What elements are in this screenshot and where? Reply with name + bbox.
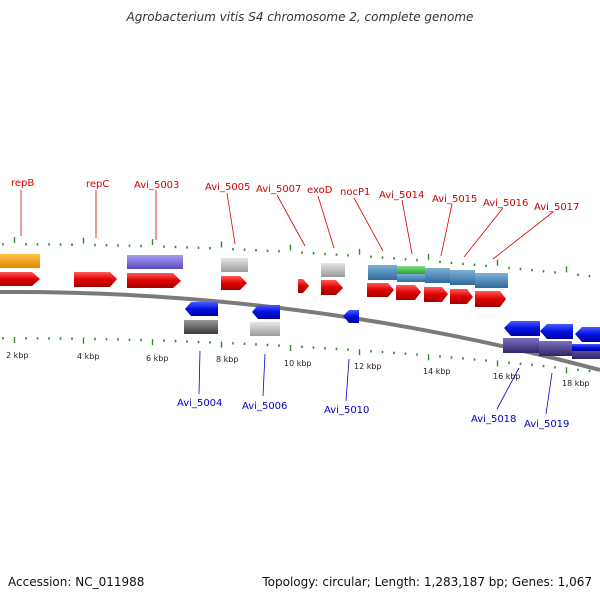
cds-arrow-repC[interactable] xyxy=(74,272,117,287)
feature-orange xyxy=(0,254,40,268)
genome-summary: Topology: circular; Length: 1,283,187 bp… xyxy=(262,575,592,589)
cds-arrow-nocP1[interactable] xyxy=(367,283,394,297)
cds-arrow-Avi_5017[interactable] xyxy=(475,291,506,307)
gene-label-Avi_5019[interactable]: Avi_5019 xyxy=(524,419,569,430)
feature-purple xyxy=(127,255,183,269)
cds-arrow-repB[interactable] xyxy=(0,272,40,286)
reverse-leader-lines xyxy=(198,350,553,415)
ruler-label: 4 kbp xyxy=(77,352,99,361)
map-title: Agrobacterium vitis S4 chromosome 2, com… xyxy=(126,10,474,24)
ruler-label: 12 kbp xyxy=(354,362,382,371)
cds-arrow-Avi_5007[interactable] xyxy=(298,279,309,293)
gene-label-Avi_5014[interactable]: Avi_5014 xyxy=(379,190,424,201)
gene-label-Avi_5015[interactable]: Avi_5015 xyxy=(432,194,477,205)
ruler-label: 10 kbp xyxy=(284,359,312,368)
forward-cds-track xyxy=(0,272,506,307)
feature-steelblue xyxy=(475,273,508,288)
cds-arrow-Avi_5006[interactable] xyxy=(252,305,280,319)
feature-blue xyxy=(572,344,600,351)
gene-label-Avi_5005[interactable]: Avi_5005 xyxy=(205,182,250,193)
gene-label-Avi_5006[interactable]: Avi_5006 xyxy=(242,401,287,412)
gene-label-repC[interactable]: repC xyxy=(86,179,109,190)
feature-steelblue xyxy=(425,268,450,283)
ruler-label: 18 kbp xyxy=(562,379,590,388)
reverse-labels: Avi_5004 Avi_5006 Avi_5010 Avi_5018 Avi_… xyxy=(177,398,569,430)
feature-darkpurple xyxy=(503,338,539,353)
gene-label-exoD[interactable]: exoD xyxy=(307,185,333,196)
feature-darkgrey xyxy=(184,320,218,334)
gene-label-Avi_5007[interactable]: Avi_5007 xyxy=(256,184,301,195)
cds-arrow-Avi_5010[interactable] xyxy=(343,310,359,323)
ruler-label: 14 kbp xyxy=(423,367,451,376)
gene-label-Avi_5004[interactable]: Avi_5004 xyxy=(177,398,222,409)
cds-arrow-exoD[interactable] xyxy=(321,280,343,295)
cds-arrow-Avi_5016[interactable] xyxy=(450,289,473,304)
gene-label-repB[interactable]: repB xyxy=(11,178,34,189)
cds-arrow-Avi_5019[interactable] xyxy=(540,324,573,339)
feature-track-lower xyxy=(184,320,600,359)
feature-grey xyxy=(250,322,280,336)
cds-arrow-Avi_5004[interactable] xyxy=(185,302,218,316)
gene-label-Avi_5003[interactable]: Avi_5003 xyxy=(134,180,179,191)
ruler-label: 16 kbp xyxy=(493,372,521,381)
forward-leader-lines xyxy=(20,190,554,260)
ruler-label: 2 kbp xyxy=(6,351,28,360)
feature-grey xyxy=(221,258,248,272)
feature-green xyxy=(397,266,425,275)
cds-arrow-Avi_5005[interactable] xyxy=(221,276,247,290)
cds-arrow[interactable] xyxy=(575,327,600,342)
gene-label-Avi_5018[interactable]: Avi_5018 xyxy=(471,414,516,425)
gene-label-Avi_5017[interactable]: Avi_5017 xyxy=(534,202,579,213)
feature-steelblue xyxy=(368,265,397,280)
gene-label-nocP1[interactable]: nocP1 xyxy=(340,187,370,198)
reverse-cds-track xyxy=(185,302,600,342)
gene-label-Avi_5010[interactable]: Avi_5010 xyxy=(324,405,369,416)
cds-arrow-Avi_5018[interactable] xyxy=(504,321,540,336)
ruler-labels: 2 kbp 4 kbp 6 kbp 8 kbp 10 kbp 12 kbp 14… xyxy=(6,351,590,388)
lower-tick-track xyxy=(2,337,591,374)
feature-steelblue xyxy=(397,274,425,282)
ruler-label: 8 kbp xyxy=(216,355,238,364)
forward-labels: repB repC Avi_5003 Avi_5005 Avi_5007 exo… xyxy=(11,178,579,213)
feature-track-upper xyxy=(0,254,508,288)
feature-darkpurple xyxy=(539,341,572,356)
feature-steelblue xyxy=(450,270,475,285)
accession-label: Accession: NC_011988 xyxy=(8,575,145,589)
gene-label-Avi_5016[interactable]: Avi_5016 xyxy=(483,198,528,209)
ruler-label: 6 kbp xyxy=(146,354,168,363)
feature-grey xyxy=(321,263,345,277)
cds-arrow-Avi_5014[interactable] xyxy=(396,285,421,300)
upper-tick-track xyxy=(2,237,591,278)
cds-arrow-Avi_5003[interactable] xyxy=(127,273,181,288)
cds-arrow-Avi_5015[interactable] xyxy=(424,287,448,302)
